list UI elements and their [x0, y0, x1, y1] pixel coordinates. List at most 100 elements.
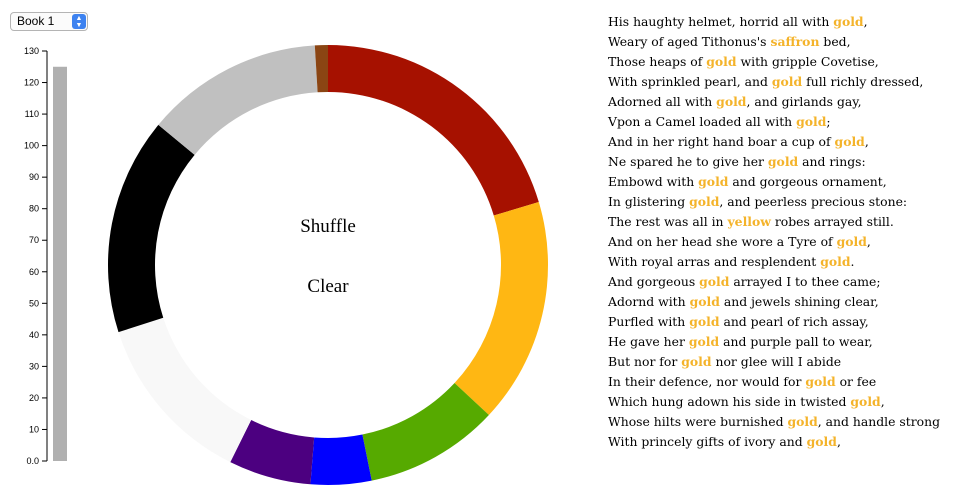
highlighted-color-word: gold: [836, 234, 867, 249]
poem-text-segment: And in her right hand boar a cup of: [608, 134, 835, 149]
poem-text-segment: , and girlands gay,: [746, 94, 862, 109]
poem-text-segment: with gripple Covetise,: [736, 54, 879, 69]
poem-text-segment: Whose hilts were burnished: [608, 414, 788, 429]
poem-text-segment: Purfled with: [608, 314, 690, 329]
poem-text-segment: In their defence, nor would for: [608, 374, 806, 389]
donut-slice-3[interactable]: [362, 382, 489, 481]
poem-line: In glistering gold, and peerless preciou…: [608, 192, 963, 212]
y-tick-label: 110: [25, 109, 39, 119]
poem-line: Ne spared he to give her gold and rings:: [608, 152, 963, 172]
highlighted-color-word: gold: [833, 14, 864, 29]
shuffle-button[interactable]: Shuffle: [300, 216, 356, 237]
y-tick-label: 40: [29, 330, 39, 340]
donut-slice-9[interactable]: [314, 45, 328, 93]
poem-line: Which hung adown his side in twisted gol…: [608, 392, 963, 412]
poem-text-segment: , and handle strong: [817, 414, 941, 429]
poem-text-segment: and jewels shining clear,: [719, 294, 879, 309]
poem-line: He gave her gold and purple pall to wear…: [608, 332, 963, 352]
poem-text-segment: And gorgeous: [608, 274, 700, 289]
count-bar-chart: 0.0 10 20 30 40 50 60 70 80 90 100 110 120 130: [24, 46, 67, 466]
poem-text-segment: Adorned all with: [608, 94, 717, 109]
poem-text-segment: and purple pall to wear,: [719, 334, 873, 349]
poem-line: His haughty helmet, horrid all with gold…: [608, 12, 963, 32]
y-tick-label: 80: [29, 204, 39, 214]
poem-text-segment: The rest was all in: [608, 214, 728, 229]
poem-text-segment: With princely gifts of ivory and: [608, 434, 807, 449]
highlighted-color-word: gold: [850, 394, 881, 409]
donut-slice-7[interactable]: [108, 124, 195, 333]
poem-text-segment: bed,: [819, 34, 851, 49]
donut-slices: [108, 45, 548, 486]
poem-line: With sprinkled pearl, and gold full rich…: [608, 72, 963, 92]
y-tick-label: 50: [29, 298, 39, 308]
color-donut-chart: Shuffle Clear: [108, 45, 548, 486]
highlighted-color-word: gold: [706, 54, 737, 69]
poem-text-segment: .: [850, 254, 855, 269]
book-select-value: Book 1: [17, 14, 55, 28]
y-tick-label: 10: [29, 424, 39, 434]
poem-line: Vpon a Camel loaded all with gold;: [608, 112, 963, 132]
donut-slice-2[interactable]: [454, 202, 548, 416]
poem-line: In their defence, nor would for gold or …: [608, 372, 963, 392]
poem-text-segment: With sprinkled pearl, and: [608, 74, 772, 89]
poem-text-segment: robes arrayed still.: [770, 214, 894, 229]
y-tick-label: 70: [29, 235, 39, 245]
donut-slice-8[interactable]: [158, 45, 318, 155]
poem-text-segment: ,: [864, 134, 869, 149]
poem-text-segment: ;: [826, 114, 831, 129]
y-tick-label: 120: [24, 78, 39, 88]
poem-text-segment: Those heaps of: [608, 54, 707, 69]
poem-line: And on her head she wore a Tyre of gold,: [608, 232, 963, 252]
donut-slice-1[interactable]: [328, 45, 539, 216]
poem-text-segment: Vpon a Camel loaded all with: [608, 114, 797, 129]
highlighted-color-word: gold: [716, 94, 747, 109]
poem-text-segment: and pearl of rich assay,: [719, 314, 869, 329]
y-tick-label: 0.0: [26, 456, 39, 466]
donut-slice-4[interactable]: [310, 434, 372, 486]
poem-line: Adornd with gold and jewels shining clea…: [608, 292, 963, 312]
highlighted-color-word: gold: [688, 334, 720, 349]
highlighted-color-word: gold: [689, 294, 720, 309]
poem-text-segment: full richly dressed,: [802, 74, 924, 89]
poem-text-segment: Ne spared he to give her: [608, 154, 768, 169]
highlighted-color-word: gold: [834, 134, 865, 149]
y-tick-label: 90: [29, 172, 39, 182]
y-tick-label: 30: [29, 361, 39, 371]
poem-text-segment: , and peerless precious stone:: [719, 194, 908, 209]
highlighted-color-word: gold: [805, 374, 836, 389]
highlighted-color-word: gold: [698, 174, 729, 189]
highlighted-color-word: gold: [689, 194, 720, 209]
poem-text-segment: And on her head she wore a Tyre of: [608, 234, 837, 249]
poem-text: His haughty helmet, horrid all with gold…: [608, 12, 963, 452]
highlighted-color-word: gold: [771, 74, 803, 89]
donut-slice-5[interactable]: [230, 419, 315, 485]
poem-line: Embowd with gold and gorgeous ornament,: [608, 172, 963, 192]
poem-text-segment: Weary of aged Tithonus's: [608, 34, 771, 49]
poem-text-segment: ,: [836, 434, 841, 449]
poem-line: Those heaps of gold with gripple Covetis…: [608, 52, 963, 72]
highlighted-color-word: saffron: [770, 34, 820, 49]
poem-line: But nor for gold nor glee will I abide: [608, 352, 963, 372]
poem-line: And gorgeous gold arrayed I to thee came…: [608, 272, 963, 292]
poem-text-segment: ,: [866, 234, 871, 249]
poem-line: And in her right hand boar a cup of gold…: [608, 132, 963, 152]
poem-text-segment: His haughty helmet, horrid all with: [608, 14, 834, 29]
donut-slice-6[interactable]: [118, 317, 252, 463]
poem-line: Weary of aged Tithonus's saffron bed,: [608, 32, 963, 52]
poem-text-segment: arrayed I to thee came;: [729, 274, 881, 289]
poem-line: With princely gifts of ivory and gold,: [608, 432, 963, 452]
highlighted-color-word: gold: [767, 154, 799, 169]
poem-text-segment: ,: [880, 394, 885, 409]
poem-text-segment: and rings:: [798, 154, 866, 169]
highlighted-color-word: gold: [806, 434, 837, 449]
highlighted-color-word: gold: [699, 274, 730, 289]
y-tick-label: 60: [29, 267, 39, 277]
poem-text-segment: and gorgeous ornament,: [728, 174, 887, 189]
clear-button[interactable]: Clear: [307, 276, 349, 297]
book-select[interactable]: Book 1 ▲ ▼: [10, 12, 88, 31]
poem-line: The rest was all in yellow robes arrayed…: [608, 212, 963, 232]
count-bar: [53, 66, 67, 461]
poem-line: Adorned all with gold, and girlands gay,: [608, 92, 963, 112]
poem-text-segment: or fee: [835, 374, 877, 389]
poem-text-segment: Embowd with: [608, 174, 699, 189]
